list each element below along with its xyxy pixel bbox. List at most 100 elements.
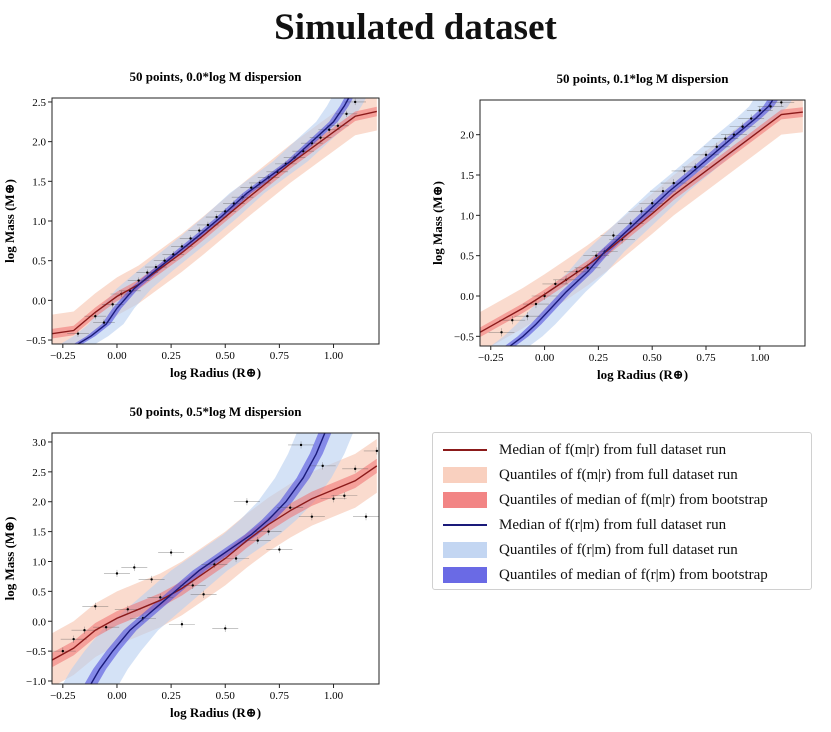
legend: Median of f(m|r) from full dataset run Qu… [432,432,812,590]
y-tick-label: 1.5 [32,176,46,188]
data-point [233,498,260,506]
x-tick-label: 0.00 [107,690,127,702]
data-point [212,624,239,633]
data-point [179,581,206,589]
legend-item: Median of f(r|m) from full dataset run [443,514,726,536]
data-point [71,626,98,634]
legend-label: Quantiles of median of f(r|m) from boots… [499,566,768,583]
y-tick-label: −0.5 [26,646,46,658]
bootstrap-rm-band [73,98,354,344]
data-point [660,179,687,188]
data-point [514,312,541,321]
y-tick-label: 2.5 [32,467,46,479]
data-point [158,548,185,557]
y-tick-label: 1.5 [460,170,474,182]
x-axis-label: log Radius (R⊕) [597,367,688,382]
y-tick-label: 0.0 [32,295,46,307]
median-mr-line [52,465,378,661]
data-point [628,207,655,216]
legend-patch-swatch [443,567,487,583]
bootstrap-rm-band [84,433,332,684]
panel-1-dispersion: −0.25 0.00 0.25 0.50 0.75 1.00 −0.5 0.0 0.5 1.0 1.… [419,68,831,388]
legend-item: Quantiles of median of f(r|m) from boots… [443,564,768,586]
data-point [266,545,293,554]
data-point [93,319,115,326]
median-mr-line [52,110,377,335]
panel-0-svg: −0.25 0.00 0.25 0.50 0.75 1.00 −0.5 0.0 0.5 1.0 1.… [2,69,380,380]
panel-1-svg: −0.25 0.00 0.25 0.50 0.75 1.00 −0.5 0.0 0.5 1.0 1.… [430,71,806,382]
legend-label: Median of f(m|r) from full dataset run [499,441,727,458]
data-point [138,575,165,584]
data-point [84,313,107,320]
x-tick-label: 0.25 [161,350,181,362]
data-point [639,199,666,208]
data-point [327,122,349,129]
data-point [499,316,526,325]
x-tick-label: 0.50 [216,690,236,702]
legend-patch-swatch [443,542,487,558]
data-point [344,98,367,106]
x-axis-label: log Radius (R⊕) [170,705,261,720]
median-rm-line [77,98,350,344]
figure-title: Simulated dataset [274,7,557,48]
y-tick-label: 0.0 [460,291,474,303]
data-point [609,235,635,244]
y-tick-label: 2.5 [32,97,46,109]
y-tick-label: −0.5 [454,331,474,343]
data-point [205,213,228,221]
x-tick-label: 0.75 [270,690,290,702]
data-point [309,134,332,141]
y-tick-label: −0.5 [26,335,46,347]
legend-line-swatch [443,442,487,458]
data-point [201,560,228,569]
data-point [746,106,773,115]
data-point [103,569,130,578]
axes-frame [479,99,806,347]
y-tick-label: 1.0 [32,556,46,568]
x-tick-label: 0.50 [643,352,663,364]
x-tick-label: 0.50 [216,350,236,362]
y-axis-label: log Mass (M⊕) [2,517,17,601]
panel-2-svg: −0.25 0.00 0.25 0.50 0.75 1.00 −1.0 −0.5 0.0 0.5 1… [2,404,380,720]
panel-title: 50 points, 0.1*log M dispersion [557,71,730,86]
legend-line-swatch [443,517,487,533]
data-point [617,219,644,228]
data-point [168,620,195,628]
y-tick-label: 3.0 [32,437,46,449]
data-point [298,513,325,521]
x-tick-label: 0.00 [107,350,127,362]
data-point [244,536,271,545]
data-point [60,635,87,643]
panel-title: 50 points, 0.5*log M dispersion [130,404,303,419]
data-point [67,330,89,337]
x-tick-label: 0.75 [696,352,716,364]
data-point [82,602,109,610]
legend-item: Quantiles of f(m|r) from full dataset ru… [443,464,738,486]
x-tick-label: 0.25 [161,690,181,702]
legend-patch-swatch [443,467,487,483]
x-tick-label: −0.25 [478,352,504,364]
data-point [693,150,719,159]
y-tick-label: 1.5 [32,527,46,539]
x-tick-label: 0.75 [270,350,290,362]
legend-label: Quantiles of median of f(m|r) from boots… [499,491,768,508]
data-point [650,187,676,196]
legend-patch-swatch [443,492,487,508]
x-tick-label: 1.00 [324,690,344,702]
data-point [342,465,369,473]
panel-2-dispersion: −0.25 0.00 0.25 0.50 0.75 1.00 −1.0 −0.5 0.0 0.5 1… [0,404,412,724]
legend-label: Median of f(r|m) from full dataset run [499,516,727,533]
data-point [488,328,515,337]
data-point [52,647,76,655]
data-point [127,277,150,284]
y-tick-label: 1.0 [32,216,46,228]
data-point [121,563,148,572]
axes-frame [51,432,380,685]
x-tick-label: 1.00 [750,352,770,364]
legend-item: Quantiles of f(r|m) from full dataset ru… [443,539,738,561]
y-axis-label: log Mass (M⊕) [430,181,445,265]
data-point [188,227,211,234]
x-tick-label: 0.00 [535,352,555,364]
y-tick-label: 2.0 [32,137,46,149]
y-tick-label: 0.5 [32,586,46,598]
